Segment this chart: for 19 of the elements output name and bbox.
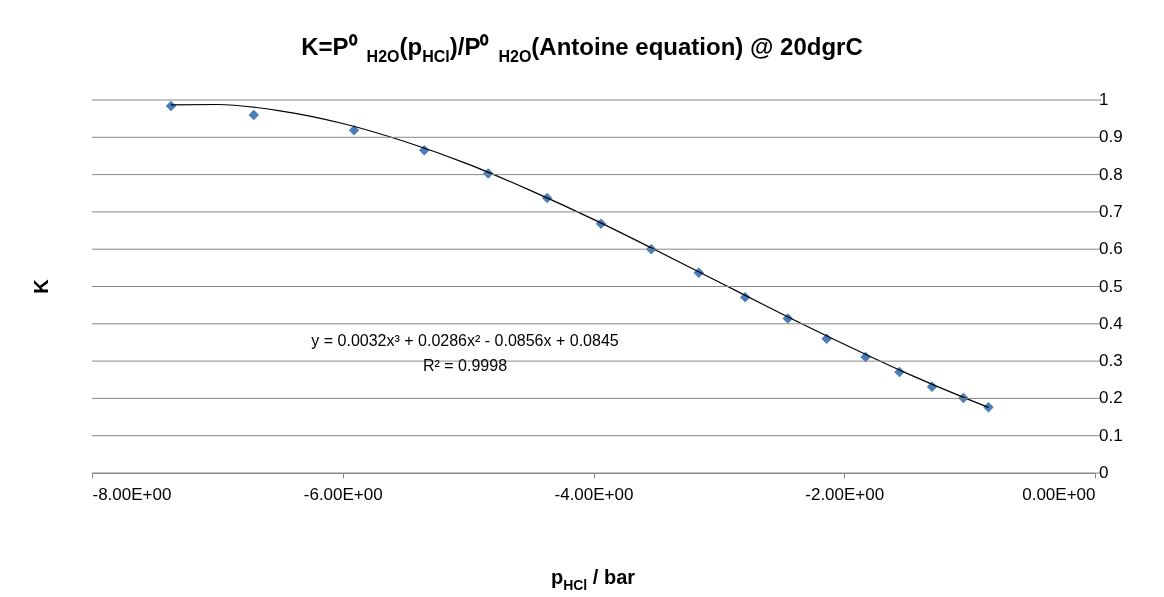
x-tick-label: -8.00E+00: [92, 484, 172, 504]
y-tick-label: 0.2: [1099, 388, 1123, 408]
y-tick-label: 0.3: [1099, 351, 1123, 371]
y-tick-label: 0.8: [1099, 164, 1123, 184]
x-tick-label: -4.00E+00: [554, 484, 634, 504]
y-axis-title: K: [30, 278, 52, 294]
y-tick-label: 0: [1099, 463, 1109, 482]
y-tick-label: 1: [1099, 90, 1109, 109]
y-tick-label: 0.1: [1099, 425, 1123, 445]
annotation: R² = 0.9998: [422, 357, 508, 374]
y-tick-label: 0.5: [1099, 276, 1123, 296]
y-tick-label: 0.6: [1099, 239, 1123, 259]
x-tick-label: -6.00E+00: [303, 484, 383, 504]
y-tick-label: 0.9: [1099, 127, 1123, 147]
y-tick-label: 0.4: [1099, 313, 1123, 333]
x-tick-label: -2.00E+00: [805, 484, 885, 504]
annotation: y = 0.0032x³ + 0.0286x² - 0.0856x + 0.0845: [311, 332, 619, 349]
x-tick-label: 0.00E+00: [1022, 484, 1096, 504]
y-tick-label: 0.7: [1099, 201, 1123, 221]
